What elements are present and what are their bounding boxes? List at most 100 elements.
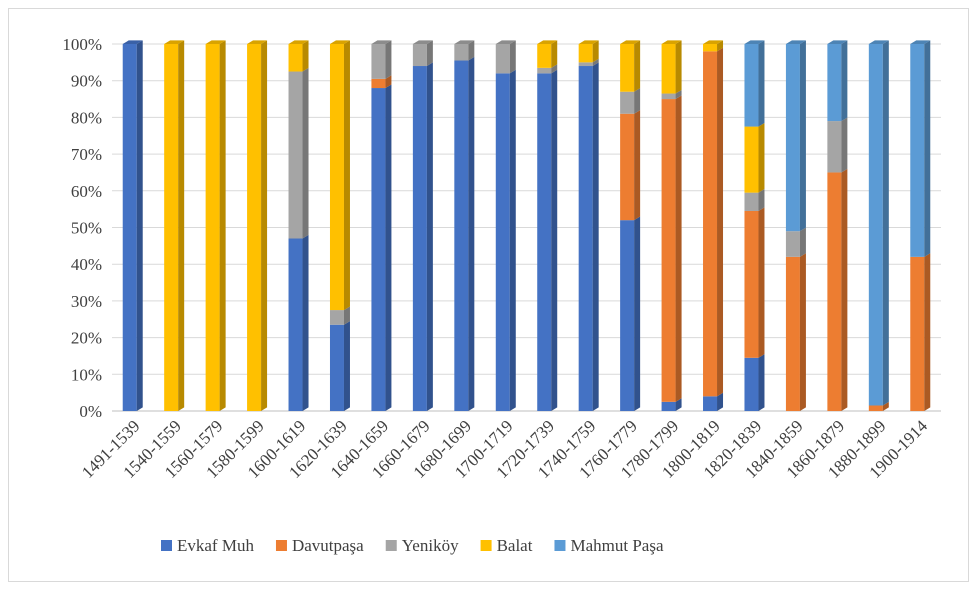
- bar-top-cap: [537, 40, 558, 44]
- bar-segment: [744, 40, 765, 127]
- legend-item: Balat: [480, 536, 533, 555]
- bar-top-cap: [412, 40, 433, 44]
- legend-item: Yeniköy: [385, 536, 459, 555]
- bar-segment: [329, 321, 350, 411]
- bar-segment: [910, 253, 931, 411]
- legend-label: Davutpaşa: [292, 536, 364, 555]
- bar-segment: [247, 40, 268, 412]
- bar-segment: [744, 122, 765, 193]
- bar-top-cap: [910, 40, 931, 44]
- y-tick-label: 30%: [71, 292, 102, 311]
- bar-top-cap: [578, 40, 599, 44]
- y-tick-label: 70%: [71, 145, 102, 164]
- bar-segment: [578, 62, 599, 412]
- bar-segment: [288, 234, 309, 411]
- legend-swatch: [275, 540, 287, 551]
- bar-segment: [785, 253, 806, 411]
- legend-label: Yeniköy: [402, 536, 459, 555]
- y-tick-label: 80%: [71, 108, 102, 127]
- bar-segment: [661, 89, 682, 100]
- bar-top-cap: [868, 40, 889, 44]
- bar-top-cap: [329, 40, 350, 44]
- bar-segment: [785, 40, 806, 232]
- bar-segment: [288, 40, 309, 72]
- bar-segment: [661, 95, 682, 402]
- legend-swatch: [385, 540, 397, 551]
- bar-segment: [620, 216, 641, 411]
- bar-segment: [620, 40, 641, 92]
- bar-segment: [371, 40, 392, 79]
- bar-segment: [329, 40, 350, 311]
- legend-item: Davutpaşa: [275, 536, 364, 555]
- bar-segment: [537, 69, 558, 412]
- bars: [122, 40, 931, 412]
- x-axis-ticks: 1491-15391540-15591560-15791580-15991600…: [78, 416, 931, 482]
- bar-segment: [744, 207, 765, 358]
- bar-segment: [329, 306, 350, 325]
- legend-item: Mahmut Paşa: [554, 536, 664, 555]
- bar-segment: [703, 40, 724, 52]
- bar-segment: [537, 40, 558, 68]
- bar-top-cap: [620, 40, 641, 44]
- bar-segment: [868, 401, 889, 411]
- legend-label: Evkaf Muh: [177, 536, 254, 555]
- bar-segment: [495, 69, 516, 412]
- bar-segment: [661, 398, 682, 411]
- legend-label: Balat: [497, 536, 533, 555]
- bar-segment: [744, 354, 765, 411]
- bar-segment: [868, 40, 889, 406]
- y-tick-label: 40%: [71, 255, 102, 274]
- bar-segment: [371, 84, 392, 411]
- bar-segment: [454, 56, 475, 411]
- bar-segment: [620, 88, 641, 114]
- bar-segment: [205, 40, 226, 412]
- bar-segment: [827, 117, 848, 173]
- bar-segment: [122, 40, 143, 412]
- gridlines: [112, 43, 941, 412]
- bar-segment: [412, 62, 433, 412]
- bar-segment: [578, 58, 599, 67]
- bar-segment: [661, 40, 682, 94]
- bar-segment: [703, 392, 724, 411]
- bar-segment: [495, 40, 516, 74]
- bar-top-cap: [744, 40, 765, 44]
- legend-swatch: [554, 540, 566, 551]
- y-tick-label: 50%: [71, 219, 102, 238]
- bar-top-cap: [288, 40, 309, 44]
- y-tick-label: 100%: [62, 35, 102, 54]
- bar-top-cap: [122, 40, 143, 44]
- bar-segment: [164, 40, 185, 412]
- bar-segment: [744, 189, 765, 211]
- bar-segment: [454, 40, 475, 61]
- bar-segment: [827, 168, 848, 411]
- y-tick-label: 60%: [71, 182, 102, 201]
- bar-top-cap: [371, 40, 392, 44]
- bar-segment: [288, 67, 309, 239]
- y-axis-ticks: 0% 10% 20% 30% 40% 50% 60% 70% 80% 90% 100%: [62, 35, 102, 421]
- bar-top-cap: [661, 40, 682, 44]
- y-tick-label: 10%: [71, 365, 102, 384]
- bar-segment: [412, 40, 433, 67]
- bar-top-cap: [495, 40, 516, 44]
- bar-top-cap: [205, 40, 226, 44]
- bar-segment: [620, 110, 641, 221]
- bar-segment: [827, 40, 848, 122]
- legend-label: Mahmut Paşa: [570, 536, 663, 555]
- bar-top-cap: [785, 40, 806, 44]
- legend-item: Evkaf Muh: [161, 536, 254, 555]
- bar-top-cap: [164, 40, 185, 44]
- bar-segment: [910, 40, 931, 257]
- bar-segment: [578, 40, 599, 63]
- bar-top-cap: [827, 40, 848, 44]
- bar-segment: [785, 227, 806, 257]
- legend-swatch: [161, 540, 172, 551]
- y-tick-label: 20%: [71, 329, 102, 348]
- y-tick-label: 90%: [71, 72, 102, 91]
- bar-segment: [537, 64, 558, 74]
- bar-segment: [703, 47, 724, 397]
- y-tick-label: 0%: [79, 402, 102, 421]
- legend: Evkaf Muh Davutpaşa Yeniköy Balat Mahmut Paş…: [161, 536, 664, 555]
- legend-swatch: [480, 540, 492, 551]
- bar-top-cap: [454, 40, 475, 44]
